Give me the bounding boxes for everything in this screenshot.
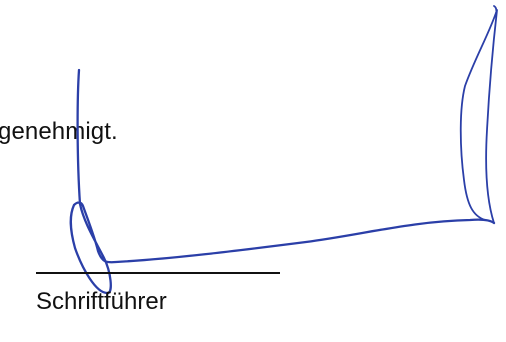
approval-text: genehmigt. <box>0 118 118 145</box>
role-label: Schriftführer <box>36 288 167 315</box>
signature-line <box>36 272 280 274</box>
